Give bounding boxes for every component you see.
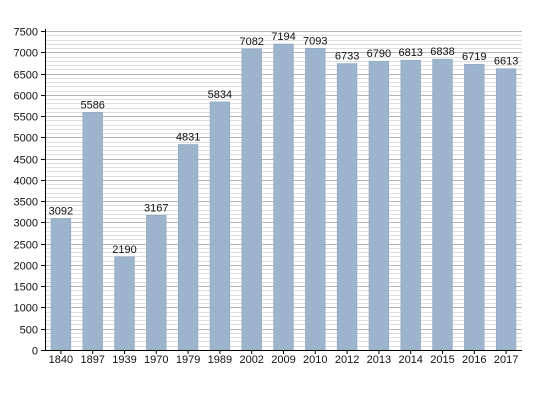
y-tick-label: 5500 [14, 112, 38, 124]
axes: 0 500 1000 1500 2000 2500 3000 3500 4000 4500 5000… [14, 27, 522, 366]
y-tick-label: 1000 [14, 303, 38, 315]
y-tick-label: 7000 [14, 48, 38, 60]
y-tick-label: 3000 [14, 218, 38, 230]
bar-2009 [273, 43, 294, 351]
data-label-2012: 6733 [335, 51, 359, 63]
x-tick-label: 1939 [112, 354, 136, 366]
data-label-1970: 3167 [144, 202, 168, 214]
x-tick-label: 2016 [462, 354, 486, 366]
data-labels: 3092 5586 2190 3167 4831 5834 7082 7194 7093 6733… [49, 31, 519, 256]
x-tick-label: 2002 [239, 354, 263, 366]
x-tick-label: 1970 [144, 354, 168, 366]
x-tick-label: 2013 [367, 354, 391, 366]
bar-2010 [305, 48, 326, 351]
bar-2013 [368, 60, 390, 351]
y-tick-label: 4000 [14, 176, 38, 188]
y-tick-label: 2500 [14, 240, 38, 252]
data-label-2016: 6719 [462, 51, 486, 63]
x-tick-label: 2015 [430, 354, 454, 366]
y-tick-label: 0 [32, 346, 38, 358]
bar-2016 [464, 63, 485, 351]
x-tick-label: 1897 [80, 354, 104, 366]
bar-2012 [336, 63, 358, 351]
bar-1970 [146, 215, 167, 351]
y-tick-label: 5000 [14, 133, 38, 145]
bar-2017 [495, 68, 517, 351]
data-label-2014: 6813 [398, 47, 422, 59]
data-label-1989: 5834 [208, 89, 232, 101]
x-tick-label: 2010 [303, 354, 327, 366]
bar-1939 [114, 256, 135, 351]
data-label-2017: 6613 [494, 56, 518, 68]
x-tick-label: 1979 [176, 354, 200, 366]
x-tick-label: 2009 [271, 354, 295, 366]
x-tick-label: 1989 [208, 354, 232, 366]
bars [50, 43, 517, 351]
data-label-2009: 7194 [271, 31, 295, 43]
x-tick-label: 2014 [398, 354, 422, 366]
y-tick-label: 3500 [14, 197, 38, 209]
bar-1989 [209, 101, 231, 351]
x-tick-label: 2017 [494, 354, 518, 366]
y-tick-label: 2000 [14, 261, 38, 273]
bar-1979 [177, 144, 199, 351]
x-tick-label: 2012 [335, 354, 359, 366]
y-tick-label: 6500 [14, 70, 38, 82]
data-label-1979: 4831 [176, 132, 200, 144]
y-tick-label: 4500 [14, 155, 38, 167]
bar-2015 [432, 58, 453, 351]
data-label-2015: 6838 [430, 46, 454, 58]
data-label-1897: 5586 [80, 99, 104, 111]
data-label-2013: 6790 [367, 48, 391, 60]
y-tick-label: 7500 [14, 27, 38, 39]
bar-1897 [82, 112, 103, 351]
data-label-2010: 7093 [303, 35, 327, 47]
data-label-2002: 7082 [239, 36, 263, 48]
data-label-1939: 2190 [112, 244, 136, 256]
bar-2014 [400, 59, 421, 351]
y-tick-label: 1500 [14, 282, 38, 294]
bar-2002 [241, 48, 262, 351]
bar-1840 [50, 218, 72, 351]
y-tick-label: 500 [20, 325, 38, 337]
data-label-1840: 3092 [49, 205, 73, 217]
y-tick-label: 6000 [14, 91, 38, 103]
x-tick-label: 1840 [49, 354, 73, 366]
